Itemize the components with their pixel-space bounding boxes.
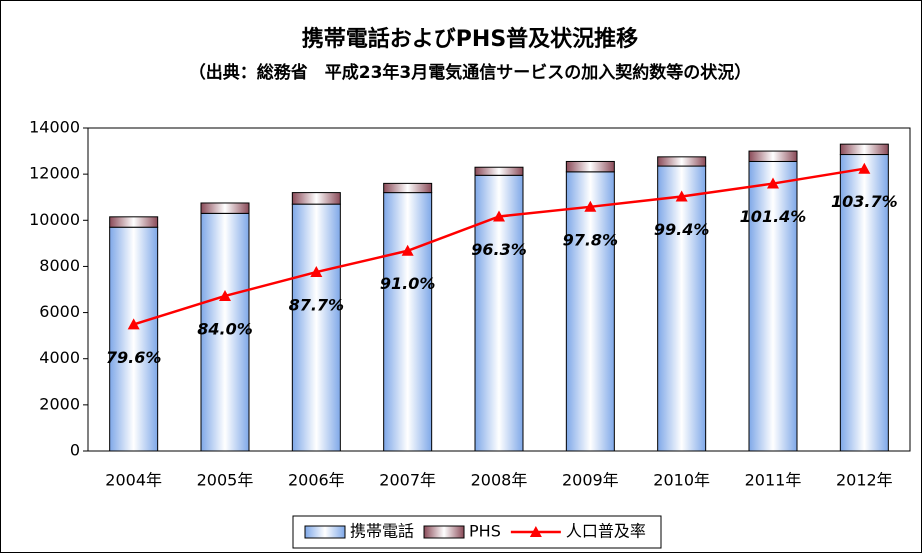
bar bbox=[748, 160, 798, 452]
line-marker bbox=[219, 289, 231, 301]
legend-label: 人口普及率 bbox=[566, 522, 646, 541]
line-marker bbox=[310, 266, 323, 278]
value-label: 87.7% bbox=[289, 296, 345, 315]
value-label: 79.6% bbox=[106, 348, 162, 367]
x-tick-label: 2010年 bbox=[653, 471, 710, 490]
legend-swatch bbox=[423, 525, 465, 539]
bar bbox=[109, 226, 159, 452]
bar bbox=[565, 171, 615, 452]
x-tick-label: 2004年 bbox=[105, 471, 162, 490]
chart-subtitle: （出典：総務省 平成23年3月電気通信サービスの加入契約数等の状況） bbox=[189, 62, 752, 83]
value-label: 84.0% bbox=[197, 319, 253, 338]
x-tick-label: 2012年 bbox=[836, 471, 893, 490]
value-label: 97.8% bbox=[563, 230, 619, 249]
line-marker bbox=[767, 177, 779, 189]
value-label: 91.0% bbox=[380, 274, 436, 293]
y-tick-label: 2000 bbox=[39, 394, 80, 413]
y-tick-label: 8000 bbox=[39, 256, 80, 275]
legend bbox=[292, 515, 662, 549]
line-marker bbox=[858, 162, 871, 174]
line-marker bbox=[401, 244, 414, 256]
chart-title: 携帯電話およびPHS普及状況推移 bbox=[302, 26, 638, 52]
y-tick-label: 0 bbox=[70, 441, 80, 460]
bar bbox=[383, 182, 433, 194]
value-label: 101.4% bbox=[740, 207, 807, 226]
y-tick-label: 6000 bbox=[39, 302, 80, 321]
x-tick-label: 2005年 bbox=[197, 471, 254, 490]
y-tick-label: 4000 bbox=[39, 348, 80, 367]
value-label: 103.7% bbox=[831, 192, 898, 211]
y-tick-label: 12000 bbox=[29, 164, 80, 183]
bar bbox=[748, 150, 798, 162]
value-label: 99.4% bbox=[654, 220, 710, 239]
x-tick-label: 2008年 bbox=[471, 471, 528, 490]
bar bbox=[474, 166, 524, 176]
legend-label: 携帯電話 bbox=[350, 522, 414, 541]
bar bbox=[657, 165, 707, 452]
line-marker bbox=[127, 318, 140, 330]
bar bbox=[291, 203, 341, 452]
bar bbox=[291, 192, 341, 205]
legend-swatch bbox=[529, 526, 542, 537]
bar bbox=[383, 192, 433, 452]
x-tick-label: 2011年 bbox=[745, 471, 802, 490]
legend-swatch bbox=[304, 525, 346, 539]
bar bbox=[109, 216, 159, 228]
bar bbox=[565, 160, 615, 173]
bar bbox=[657, 156, 707, 167]
line-marker bbox=[493, 210, 505, 222]
legend-label: PHS bbox=[469, 522, 501, 541]
line-marker bbox=[584, 200, 597, 212]
y-tick-label: 10000 bbox=[29, 210, 80, 229]
bar bbox=[200, 202, 250, 214]
line-marker bbox=[675, 190, 688, 202]
x-tick-label: 2009年 bbox=[562, 471, 619, 490]
bar bbox=[839, 143, 889, 156]
y-tick-label: 14000 bbox=[29, 118, 80, 137]
value-label: 96.3% bbox=[471, 240, 527, 259]
x-tick-label: 2006年 bbox=[288, 471, 345, 490]
x-tick-label: 2007年 bbox=[379, 471, 436, 490]
